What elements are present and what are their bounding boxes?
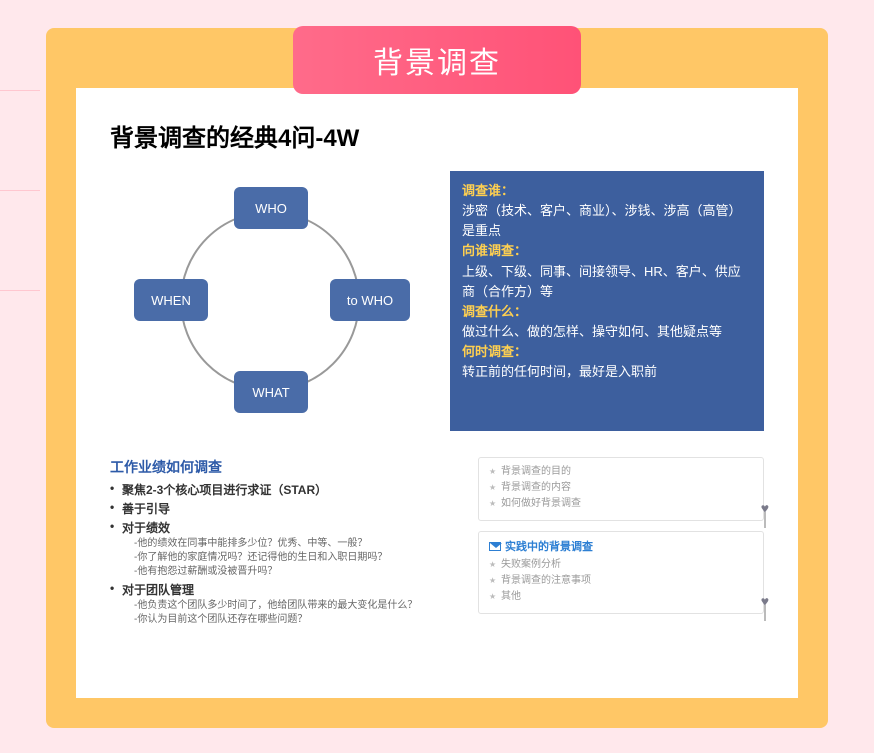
card-0: 背景调查的目的 背景调查的内容 如何做好背景调查 ♥ xyxy=(478,457,764,521)
card-line: 失败案例分析 xyxy=(489,557,753,573)
card-line: 背景调查的目的 xyxy=(489,464,753,480)
card-title: 实践中的背景调查 xyxy=(489,538,753,554)
work-subitem: -你了解他的家庭情况吗？还记得他的生日和入职日期吗？ xyxy=(110,551,450,565)
node-to-who: to WHO xyxy=(330,279,410,321)
card-title-text: 实践中的背景调查 xyxy=(505,538,593,554)
work-item: 对于绩效 xyxy=(110,519,450,536)
four-w-diagram: WHO to WHO WHAT WHEN xyxy=(110,171,430,431)
side-cards: 背景调查的目的 背景调查的内容 如何做好背景调查 ♥ 实践中的背景调查 失败案例… xyxy=(478,457,764,627)
qa-a-0: 涉密（技术、客户、商业）、涉钱、涉高（高管）是重点 xyxy=(462,201,752,241)
qa-box: 调查谁： 涉密（技术、客户、商业）、涉钱、涉高（高管）是重点 向谁调查： 上级、… xyxy=(450,171,764,431)
qa-q-3: 何时调查： xyxy=(462,344,527,359)
card-line: 其他 xyxy=(489,589,753,605)
slide-title: 背景调查的经典4问-4W xyxy=(110,118,764,153)
node-who: WHO xyxy=(234,187,308,229)
mail-icon xyxy=(489,542,501,551)
outer-frame: 背景调查 背景调查的经典4问-4W WHO to WHO WHAT WHEN 调… xyxy=(46,28,828,728)
node-what: WHAT xyxy=(234,371,308,413)
work-item: 善于引导 xyxy=(110,500,450,517)
qa-q-1: 向谁调查： xyxy=(462,243,527,258)
work-subitem: -你认为目前这个团队还存在哪些问题？ xyxy=(110,613,450,627)
card-line: 背景调查的注意事项 xyxy=(489,573,753,589)
card-line: 背景调查的内容 xyxy=(489,480,753,496)
work-list: 聚焦2-3个核心项目进行求证（STAR） 善于引导 对于绩效 -他的绩效在同事中… xyxy=(110,481,450,627)
work-subitem: -他的绩效在同事中能排多少位？优秀、中等、一般？ xyxy=(110,537,450,551)
slide-card: 背景调查的经典4问-4W WHO to WHO WHAT WHEN 调查谁： 涉… xyxy=(76,88,798,698)
title-badge: 背景调查 xyxy=(293,26,581,94)
qa-q-0: 调查谁： xyxy=(462,183,514,198)
qa-q-2: 调查什么： xyxy=(462,304,527,319)
work-item: 对于团队管理 xyxy=(110,581,450,598)
qa-a-2: 做过什么、做的怎样、操守如何、其他疑点等 xyxy=(462,322,752,342)
node-when: WHEN xyxy=(134,279,208,321)
heart-icon: ♥ xyxy=(761,500,769,516)
bottom-row: 工作业绩如何调查 聚焦2-3个核心项目进行求证（STAR） 善于引导 对于绩效 … xyxy=(110,457,764,627)
work-heading: 工作业绩如何调查 xyxy=(110,457,450,477)
card-line: 如何做好背景调查 xyxy=(489,496,753,512)
work-subitem: -他负责这个团队多少时间了，他给团队带来的最大变化是什么？ xyxy=(110,599,450,613)
heart-icon: ♥ xyxy=(761,593,769,609)
qa-a-3: 转正前的任何时间，最好是入职前 xyxy=(462,362,752,382)
work-perf-section: 工作业绩如何调查 聚焦2-3个核心项目进行求证（STAR） 善于引导 对于绩效 … xyxy=(110,457,450,627)
work-item: 聚焦2-3个核心项目进行求证（STAR） xyxy=(110,481,450,498)
card-1: 实践中的背景调查 失败案例分析 背景调查的注意事项 其他 ♥ xyxy=(478,531,764,614)
top-row: WHO to WHO WHAT WHEN 调查谁： 涉密（技术、客户、商业）、涉… xyxy=(110,171,764,431)
work-subitem: -他有抱怨过薪酬或没被晋升吗？ xyxy=(110,565,450,579)
qa-a-1: 上级、下级、同事、间接领导、HR、客户、供应商（合作方）等 xyxy=(462,262,752,302)
